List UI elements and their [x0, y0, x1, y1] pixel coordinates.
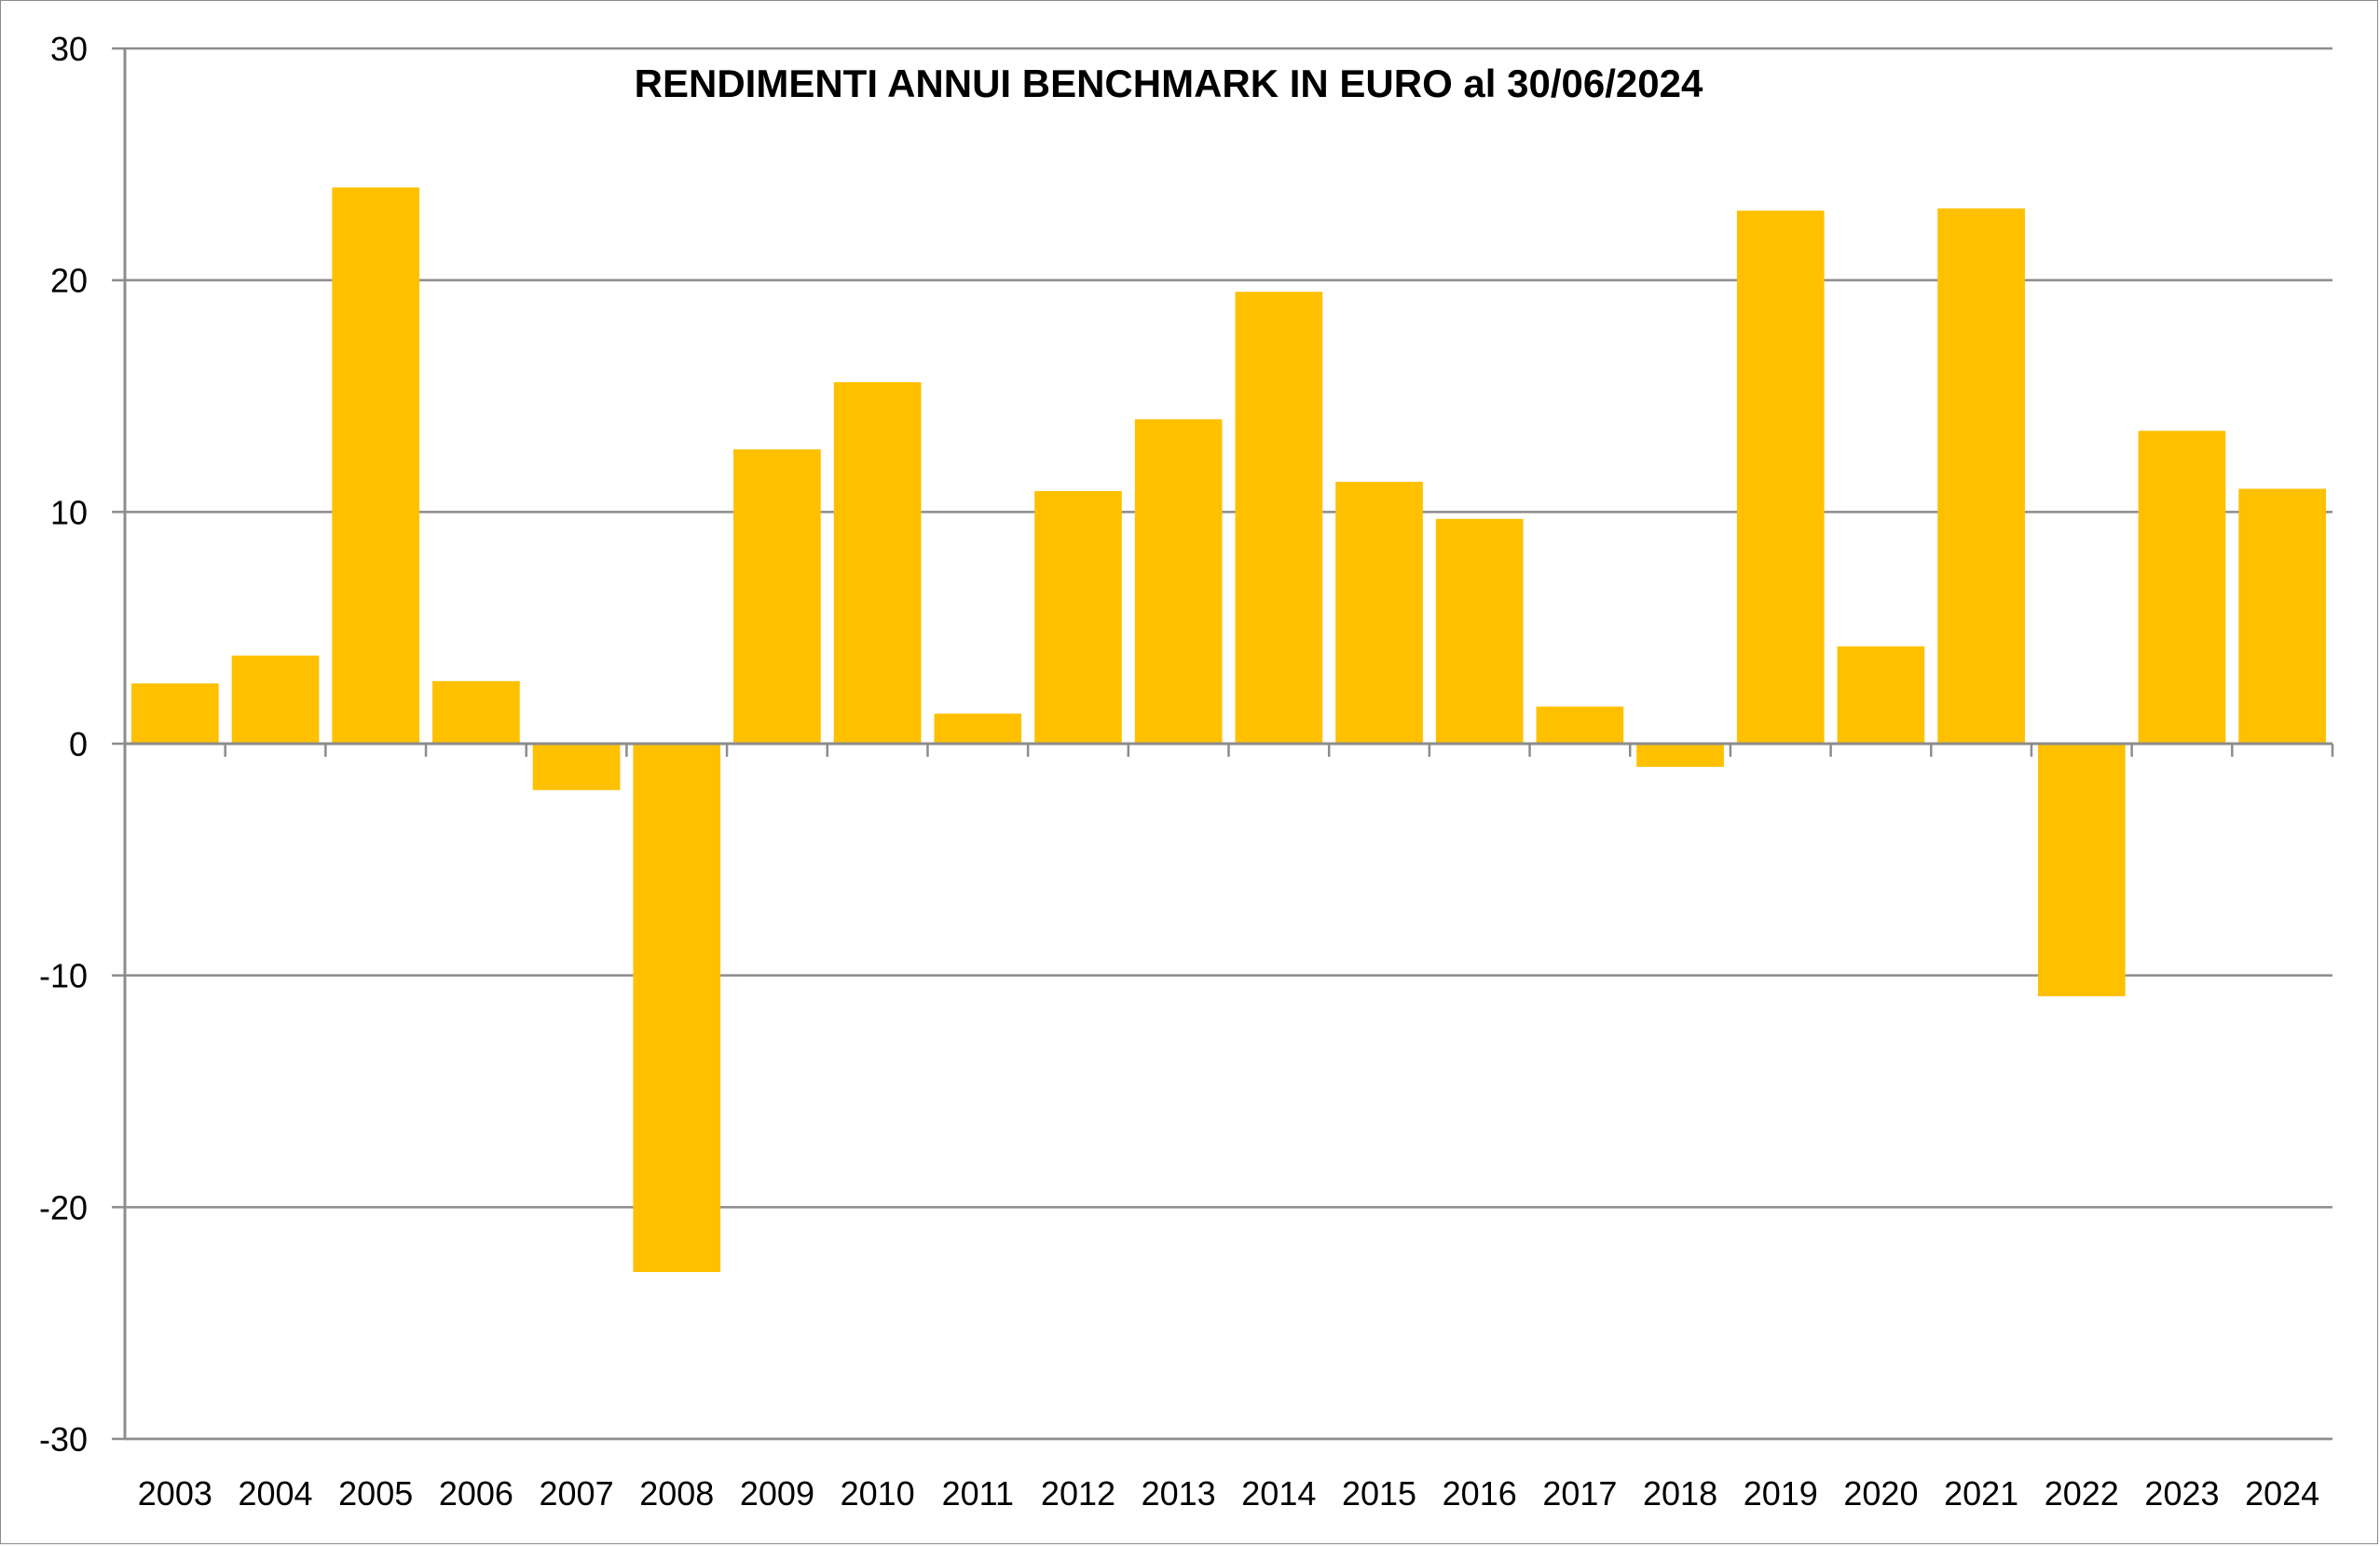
- y-tick-labels: 30 20 10 0 -10 -20 -30: [39, 30, 88, 1458]
- x-tick-label-2016: 2016: [1443, 1474, 1517, 1513]
- axes: [112, 47, 2334, 1441]
- y-tick-label: -20: [39, 1188, 88, 1226]
- x-tick-label-2023: 2023: [2144, 1474, 2219, 1513]
- bar-2019: [1736, 211, 1825, 745]
- x-tick-labels: 2003 2004 2005 2006 2007 2008 2009 2010 2011 2012…: [138, 1474, 2319, 1513]
- x-tick-label-2019: 2019: [1744, 1474, 1818, 1513]
- x-tick-label-2006: 2006: [439, 1474, 513, 1513]
- bar-2004: [231, 655, 320, 744]
- bar-2005: [332, 187, 420, 744]
- bar-2006: [432, 680, 520, 744]
- bar-2015: [1335, 482, 1423, 744]
- bar-2007: [532, 744, 621, 790]
- y-tick-label: 30: [50, 30, 88, 68]
- x-tick-label-2015: 2015: [1342, 1474, 1416, 1513]
- x-tick-label-2004: 2004: [238, 1474, 312, 1513]
- bar-2017: [1536, 706, 1624, 744]
- y-tick-label: -10: [39, 957, 88, 995]
- x-tick-label-2020: 2020: [1843, 1474, 1918, 1513]
- x-tick-label-2014: 2014: [1241, 1474, 1316, 1513]
- x-tick-label-2005: 2005: [338, 1474, 413, 1513]
- bar-2013: [1134, 418, 1223, 744]
- bars: [130, 187, 2327, 1272]
- y-tick-label: 10: [50, 493, 88, 531]
- chart-title: RENDIMENTI ANNUI BENCHMARK IN EURO al 30…: [635, 62, 1703, 105]
- bar-2021: [1937, 208, 2025, 744]
- y-tick-label: -30: [39, 1420, 88, 1458]
- x-tick-label-2008: 2008: [639, 1474, 714, 1513]
- bar-2003: [130, 683, 219, 744]
- x-tick-label-2011: 2011: [942, 1474, 1014, 1513]
- x-tick-label-2018: 2018: [1643, 1474, 1717, 1513]
- y-tick-label: 0: [69, 725, 88, 763]
- bar-2018: [1636, 744, 1724, 767]
- bar-2012: [1034, 490, 1122, 744]
- x-tick-label-2017: 2017: [1542, 1474, 1617, 1513]
- bar-2023: [2138, 431, 2226, 744]
- x-tick-label-2003: 2003: [138, 1474, 212, 1513]
- x-tick-label-2007: 2007: [540, 1474, 614, 1513]
- bar-2014: [1235, 292, 1323, 744]
- x-tick-label-2022: 2022: [2045, 1474, 2119, 1513]
- gridlines: [125, 47, 2332, 1441]
- bar-2020: [1837, 646, 1925, 744]
- bar-2009: [733, 449, 821, 744]
- y-tick-label: 20: [50, 262, 88, 300]
- x-tick-label-2009: 2009: [740, 1474, 814, 1513]
- bar-2024: [2238, 488, 2327, 744]
- x-tick-label-2021: 2021: [1944, 1474, 2018, 1513]
- bar-2008: [633, 744, 721, 1272]
- x-tick-label-2024: 2024: [2245, 1474, 2319, 1513]
- x-tick-label-2013: 2013: [1142, 1474, 1216, 1513]
- bar-2022: [2037, 744, 2126, 997]
- x-tick-label-2012: 2012: [1041, 1474, 1115, 1513]
- bar-2016: [1435, 518, 1524, 744]
- x-tick-label-2010: 2010: [841, 1474, 915, 1513]
- bar-2010: [833, 382, 922, 744]
- bar-2011: [934, 713, 1022, 744]
